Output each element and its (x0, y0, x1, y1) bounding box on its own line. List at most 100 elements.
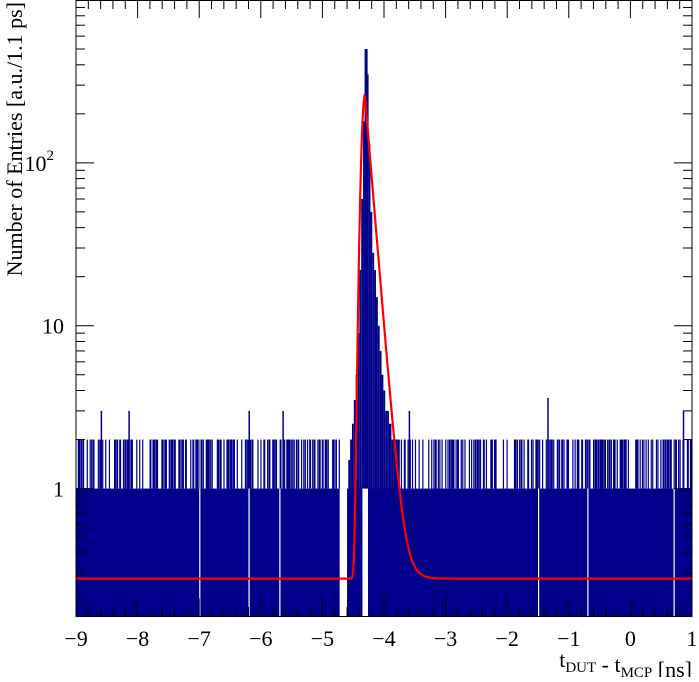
histogram-bin (286, 439, 288, 489)
histogram-bin (495, 439, 497, 489)
x-tick-label: −2 (495, 626, 518, 651)
histogram-bin (128, 410, 130, 489)
histogram-bin (527, 439, 530, 489)
histogram-bin (257, 439, 259, 489)
histogram-bin (551, 439, 553, 489)
histogram-bin (660, 439, 662, 489)
histogram-bin (536, 439, 539, 489)
histogram-layer (76, 49, 693, 617)
histogram-bin (174, 439, 176, 489)
x-tick-label: −3 (434, 626, 457, 651)
histogram-bin (124, 439, 126, 489)
histogram-bin (332, 439, 335, 489)
histogram-bin (116, 439, 119, 489)
x-axis-title-part: [ns] (652, 657, 692, 677)
histogram-bin (601, 439, 604, 489)
histogram-bin (418, 439, 420, 489)
histogram-bin (475, 439, 477, 489)
histogram-bin (142, 439, 144, 489)
histogram-bin (581, 439, 584, 489)
histogram-bin (309, 439, 311, 489)
histogram-bin (260, 439, 262, 489)
histogram-bin (397, 439, 400, 616)
histogram-bin (669, 439, 672, 489)
histogram-bin (576, 439, 578, 489)
histogram-bin (589, 439, 591, 489)
histogram-bin (493, 439, 496, 489)
histogram-bin (641, 439, 643, 489)
histogram-bin (553, 439, 555, 489)
histogram-bin (574, 439, 576, 489)
histogram-bin (306, 439, 309, 489)
histogram-bin (250, 439, 252, 489)
histogram-bin (119, 439, 122, 489)
histogram-bin (321, 439, 323, 489)
histogram-bin (245, 439, 247, 489)
histogram-bin (595, 439, 598, 489)
x-axis-title-part: t (559, 647, 565, 672)
histogram-bin (621, 439, 624, 489)
histogram-bin (231, 439, 233, 489)
y-tick-label-exponent: 2 (47, 148, 55, 164)
histogram-bin (153, 439, 156, 489)
histogram-bin (404, 439, 406, 489)
histogram-bin (453, 439, 455, 489)
histogram-bin (150, 439, 152, 489)
histogram-bin (313, 439, 315, 489)
histogram-bin (217, 439, 219, 489)
histogram-bin (476, 439, 479, 489)
histogram-bin (81, 439, 83, 489)
histogram-bin (379, 350, 382, 616)
histogram-bin (667, 439, 669, 489)
histogram-bin (600, 439, 602, 489)
histogram-bin (566, 439, 568, 489)
histogram-bin (400, 439, 403, 489)
histogram-bin (479, 439, 481, 489)
histogram-bin (325, 439, 327, 489)
histogram-bin (547, 397, 549, 489)
histogram-bin (473, 439, 475, 489)
histogram-bin (468, 439, 471, 489)
histogram-bin (275, 439, 278, 489)
histogram-bin (385, 410, 388, 616)
histogram-bin (581, 439, 583, 489)
histogram-bin (114, 439, 116, 489)
histogram-bin (675, 439, 677, 489)
histogram-bin (171, 439, 173, 489)
histogram-bin (280, 439, 282, 489)
histogram-bin (273, 439, 275, 489)
histogram-bin (595, 439, 597, 489)
histogram-bin (556, 439, 558, 489)
histogram-bin (335, 439, 337, 489)
histogram-bin (383, 390, 386, 616)
histogram-bin (664, 439, 666, 489)
histogram-bin (462, 439, 464, 489)
histogram-bin (460, 439, 462, 489)
histogram-bin (282, 410, 284, 489)
histogram-bin (527, 439, 529, 489)
histogram-bin (298, 439, 300, 489)
histogram-bin (202, 439, 204, 489)
histogram-bin (572, 439, 574, 489)
histogram-bin (227, 439, 230, 489)
histogram-bin (665, 439, 667, 489)
histogram-bin (272, 439, 275, 489)
histogram-bin (287, 439, 289, 489)
histogram-bin (666, 439, 669, 489)
histogram-bin (165, 439, 167, 489)
histogram-bin (114, 439, 116, 489)
histogram-bin (578, 439, 580, 489)
histogram-bin (247, 439, 249, 489)
histogram-bin (169, 439, 171, 489)
histogram-bin (79, 439, 81, 489)
histogram-bin (136, 439, 138, 489)
histogram-bin (521, 439, 523, 489)
histogram-bin (116, 439, 118, 489)
histogram-bin (451, 439, 453, 489)
histogram-bin (286, 439, 289, 489)
histogram-bin (491, 439, 493, 489)
histogram-bin (513, 439, 516, 489)
histogram-bin (647, 439, 649, 489)
